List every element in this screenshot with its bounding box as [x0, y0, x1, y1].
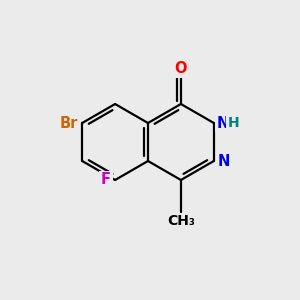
Text: Br: Br — [60, 116, 78, 130]
Text: CH₃: CH₃ — [167, 214, 195, 228]
Text: F: F — [101, 172, 111, 188]
Text: O: O — [175, 61, 187, 76]
Text: N: N — [218, 154, 230, 169]
Text: H: H — [228, 116, 239, 130]
Text: N: N — [217, 116, 229, 130]
